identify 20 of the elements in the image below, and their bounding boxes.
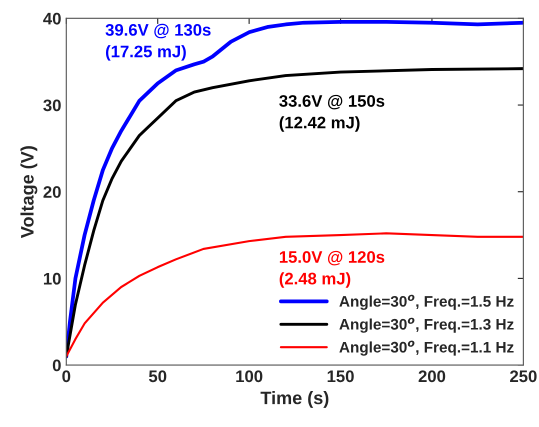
legend-label: Angle=30$^{o}$, Freq.=1.1 Hz (339, 340, 514, 356)
x-tick-label: 250 (510, 370, 537, 382)
y-tick-label: 30 (43, 99, 61, 112)
annotation: 33.6V @ 150s (12.42 mJ) (279, 94, 384, 132)
x-tick-label: 50 (148, 370, 166, 382)
legend-label: Angle=30$^{o}$, Freq.=1.5 Hz (339, 294, 514, 310)
y-tick-label: 20 (43, 186, 61, 198)
y-axis-title: Voltage (V) (20, 146, 38, 238)
legend-label: Angle=30$^{o}$, Freq.=1.3 Hz (339, 318, 514, 333)
annotation: 15.0V @ 120s (2.48 mJ) (280, 250, 384, 288)
y-tick-label: 40 (43, 12, 61, 25)
x-tick-label: 100 (236, 370, 262, 382)
annotation: 39.6V @ 130s (17.25 mJ) (106, 24, 211, 61)
x-tick-label: 200 (418, 370, 446, 382)
x-tick-label: 150 (328, 370, 354, 382)
x-axis-title: Time (s) (260, 391, 328, 408)
line-series (66, 232, 524, 358)
x-tick-label: 0 (62, 370, 70, 382)
y-tick-label: 10 (44, 272, 61, 285)
y-tick-label: 0 (52, 359, 61, 372)
